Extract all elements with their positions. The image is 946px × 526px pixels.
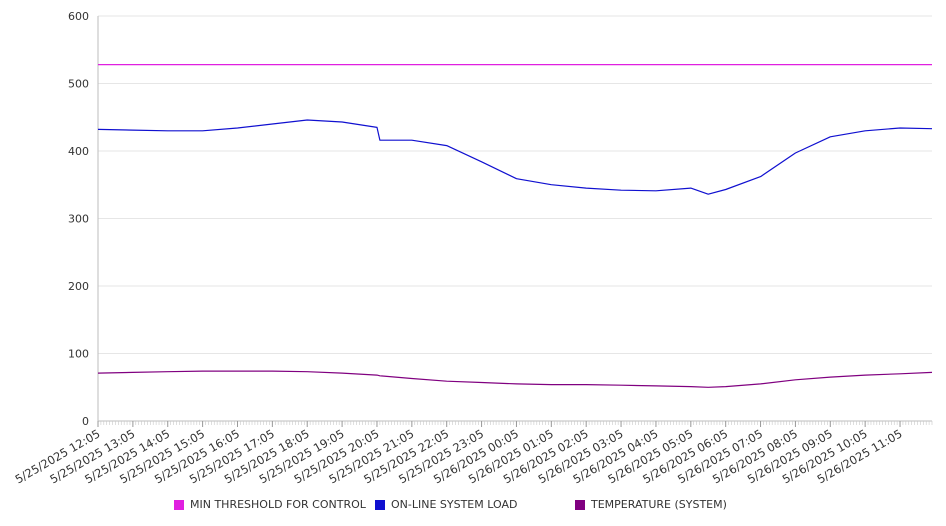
legend-label-system-load: ON-LINE SYSTEM LOAD xyxy=(391,498,518,511)
legend-swatch-temperature xyxy=(575,499,585,510)
series-line-1 xyxy=(97,119,933,195)
y-tick-labels: 0 100 200 300 400 500 600 xyxy=(68,10,89,428)
axes xyxy=(97,16,933,427)
legend: MIN THRESHOLD FOR CONTROL ON-LINE SYSTEM… xyxy=(174,498,934,512)
y-tick-label: 0 xyxy=(82,415,89,428)
legend-label-temperature: TEMPERATURE (SYSTEM) xyxy=(591,498,727,511)
y-tick-label: 200 xyxy=(68,280,89,293)
gridlines xyxy=(98,15,932,354)
legend-swatch-min-threshold xyxy=(174,499,184,510)
legend-label-min-threshold: MIN THRESHOLD FOR CONTROL xyxy=(190,498,366,511)
x-tick-labels: 5/25/2025 12:055/25/2025 13:055/25/2025 … xyxy=(13,426,905,486)
legend-item-temperature[interactable]: TEMPERATURE (SYSTEM) xyxy=(575,498,727,511)
legend-item-system-load[interactable]: ON-LINE SYSTEM LOAD xyxy=(375,498,517,511)
legend-item-min-threshold[interactable]: MIN THRESHOLD FOR CONTROL xyxy=(174,498,366,511)
series-line-2 xyxy=(97,370,933,388)
y-tick-label: 300 xyxy=(68,213,89,226)
y-tick-label: 400 xyxy=(68,145,89,158)
series-lines xyxy=(97,63,933,388)
y-tick-label: 600 xyxy=(68,10,89,23)
legend-swatch-system-load xyxy=(375,499,385,510)
y-tick-label: 500 xyxy=(68,78,89,91)
y-tick-label: 100 xyxy=(68,348,89,361)
